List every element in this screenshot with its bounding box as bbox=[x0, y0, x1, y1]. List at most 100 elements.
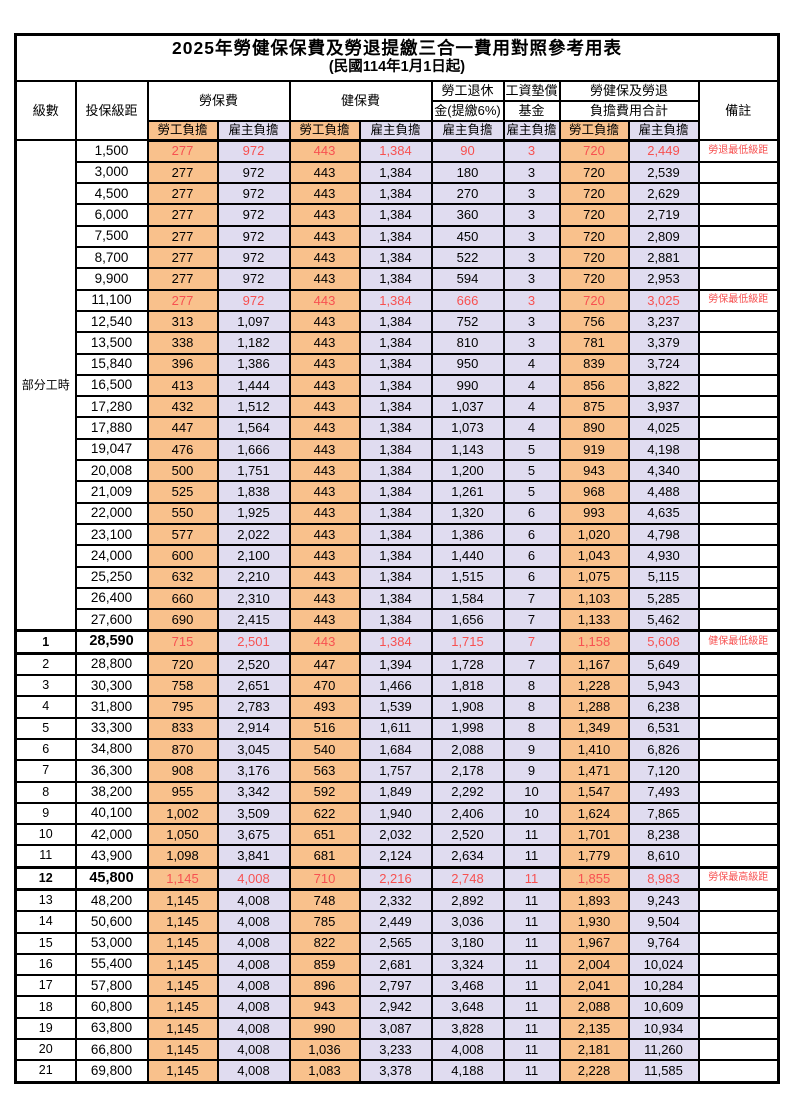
health-employee-cell: 443 bbox=[288, 203, 361, 227]
bracket-cell: 28,590 bbox=[74, 629, 149, 655]
total-employee-cell: 1,043 bbox=[558, 544, 630, 568]
remark-cell bbox=[697, 373, 780, 398]
total-employer-cell: 3,937 bbox=[627, 395, 700, 419]
total-employee-cell: 1,930 bbox=[558, 910, 630, 934]
bracket-cell: 7,500 bbox=[74, 224, 149, 249]
wagefund-employer-cell: 6 bbox=[502, 522, 561, 547]
labor-employer-cell: 972 bbox=[216, 224, 291, 249]
health-employer-cell: 2,797 bbox=[358, 974, 433, 998]
wagefund-employer-cell: 7 bbox=[502, 586, 561, 611]
level-cell: 1 bbox=[14, 629, 77, 655]
wagefund-employer-cell: 8 bbox=[502, 716, 561, 740]
table-row: 8 38,200 955 3,342 592 1,849 2,292 10 1,547 7,493 bbox=[14, 780, 780, 804]
table-row: 15,840 396 1,386 443 1,384 950 4 839 3,724 bbox=[16, 352, 780, 376]
table-row: 14 50,600 1,145 4,008 785 2,449 3,036 11 1,930 9,… bbox=[14, 910, 780, 934]
pension-employer-cell: 90 bbox=[430, 139, 505, 163]
health-employee-cell: 748 bbox=[288, 888, 361, 913]
bracket-cell: 4,500 bbox=[74, 182, 149, 206]
total-employer-cell: 5,649 bbox=[627, 652, 700, 677]
bracket-cell: 42,000 bbox=[74, 823, 149, 847]
total-employer-cell: 6,531 bbox=[627, 716, 700, 740]
health-employer-cell: 1,384 bbox=[358, 182, 433, 206]
remark-cell: 勞退最低級距 bbox=[697, 139, 780, 163]
labor-employer-cell: 4,008 bbox=[216, 888, 291, 913]
health-employee-cell: 443 bbox=[288, 522, 361, 547]
subheader-health-employer: 雇主負擔 bbox=[358, 119, 433, 142]
health-employer-cell: 1,394 bbox=[358, 652, 433, 677]
health-employee-cell: 822 bbox=[288, 931, 361, 955]
level-cell: 17 bbox=[14, 974, 77, 998]
remark-cell bbox=[697, 246, 780, 270]
health-employer-cell: 1,539 bbox=[358, 695, 433, 719]
bracket-cell: 28,800 bbox=[74, 652, 149, 677]
wagefund-employer-cell: 11 bbox=[502, 974, 561, 998]
pension-employer-cell: 810 bbox=[430, 331, 505, 355]
bracket-cell: 11,100 bbox=[74, 288, 149, 312]
total-employee-cell: 1,547 bbox=[558, 780, 630, 804]
health-employer-cell: 1,757 bbox=[358, 759, 433, 783]
remark-cell bbox=[697, 459, 780, 483]
pension-employer-cell: 1,261 bbox=[430, 480, 505, 504]
total-employer-cell: 2,539 bbox=[627, 160, 700, 185]
total-employee-cell: 1,701 bbox=[558, 823, 630, 847]
total-employer-cell: 8,983 bbox=[627, 865, 700, 892]
labor-employee-cell: 1,145 bbox=[146, 888, 219, 913]
wagefund-employer-cell: 7 bbox=[502, 608, 561, 632]
health-employee-cell: 443 bbox=[288, 246, 361, 270]
table-row: 24,000 600 2,100 443 1,384 1,440 6 1,043 4,930 bbox=[16, 544, 780, 568]
remark-cell bbox=[697, 1016, 780, 1041]
labor-employer-cell: 1,564 bbox=[216, 416, 291, 440]
remark-cell bbox=[697, 995, 780, 1019]
labor-employee-cell: 500 bbox=[146, 459, 219, 483]
health-employee-cell: 592 bbox=[288, 780, 361, 804]
remark-cell bbox=[697, 1059, 780, 1084]
health-employee-cell: 443 bbox=[288, 416, 361, 440]
labor-employer-cell: 2,914 bbox=[216, 716, 291, 740]
labor-employee-cell: 1,145 bbox=[146, 952, 219, 977]
health-employer-cell: 1,384 bbox=[358, 139, 433, 163]
labor-employer-cell: 972 bbox=[216, 160, 291, 185]
health-employer-cell: 1,940 bbox=[358, 801, 433, 826]
bracket-cell: 63,800 bbox=[74, 1016, 149, 1041]
pension-employer-cell: 1,200 bbox=[430, 459, 505, 483]
table-row: 3 30,300 758 2,651 470 1,466 1,818 8 1,228 5,943 bbox=[14, 674, 780, 698]
total-employer-cell: 6,826 bbox=[627, 737, 700, 762]
wagefund-employer-cell: 5 bbox=[502, 459, 561, 483]
total-employee-cell: 720 bbox=[558, 267, 630, 291]
health-employer-cell: 3,087 bbox=[358, 1016, 433, 1041]
wagefund-employer-cell: 11 bbox=[502, 1016, 561, 1041]
header-row-1: 級數 投保級距 勞保費 健保費 勞工退休 工資墊償 勞健保及勞退 備註 bbox=[14, 79, 780, 142]
total-employee-cell: 2,041 bbox=[558, 974, 630, 998]
pension-employer-cell: 1,818 bbox=[430, 674, 505, 698]
wagefund-employer-cell: 11 bbox=[502, 1059, 561, 1084]
labor-employee-cell: 720 bbox=[146, 652, 219, 677]
health-employee-cell: 516 bbox=[288, 716, 361, 740]
total-employee-cell: 1,624 bbox=[558, 801, 630, 826]
pension-employer-cell: 3,828 bbox=[430, 1016, 505, 1041]
wagefund-employer-cell: 3 bbox=[502, 160, 561, 185]
labor-employee-cell: 525 bbox=[146, 480, 219, 504]
table-row: 17 57,800 1,145 4,008 896 2,797 3,468 11 2,041 10… bbox=[14, 974, 780, 998]
remark-cell bbox=[697, 844, 780, 869]
labor-employee-cell: 476 bbox=[146, 437, 219, 462]
subheader-total-employee: 勞工負擔 bbox=[558, 119, 630, 142]
labor-employer-cell: 972 bbox=[216, 267, 291, 291]
labor-employee-cell: 1,145 bbox=[146, 1059, 219, 1084]
labor-employee-cell: 1,145 bbox=[146, 910, 219, 934]
pension-employer-cell: 2,634 bbox=[430, 844, 505, 869]
pension-employer-cell: 1,728 bbox=[430, 652, 505, 677]
health-employee-cell: 443 bbox=[288, 437, 361, 462]
pension-employer-cell: 1,515 bbox=[430, 565, 505, 589]
total-employee-cell: 720 bbox=[558, 203, 630, 227]
labor-employee-cell: 277 bbox=[146, 267, 219, 291]
pension-employer-cell: 2,178 bbox=[430, 759, 505, 783]
table-row: 9 40,100 1,002 3,509 622 1,940 2,406 10 1,624 7,8… bbox=[14, 801, 780, 826]
wagefund-employer-cell: 11 bbox=[502, 888, 561, 913]
labor-employee-cell: 432 bbox=[146, 395, 219, 419]
health-employer-cell: 1,384 bbox=[358, 373, 433, 398]
bracket-cell: 38,200 bbox=[74, 780, 149, 804]
wagefund-employer-cell: 3 bbox=[502, 331, 561, 355]
table-row: 19,047 476 1,666 443 1,384 1,143 5 919 4,198 bbox=[16, 437, 780, 462]
header-row-2: 金(提繳6%) 基金 負擔費用合計 bbox=[16, 99, 779, 122]
health-employer-cell: 1,466 bbox=[358, 674, 433, 698]
